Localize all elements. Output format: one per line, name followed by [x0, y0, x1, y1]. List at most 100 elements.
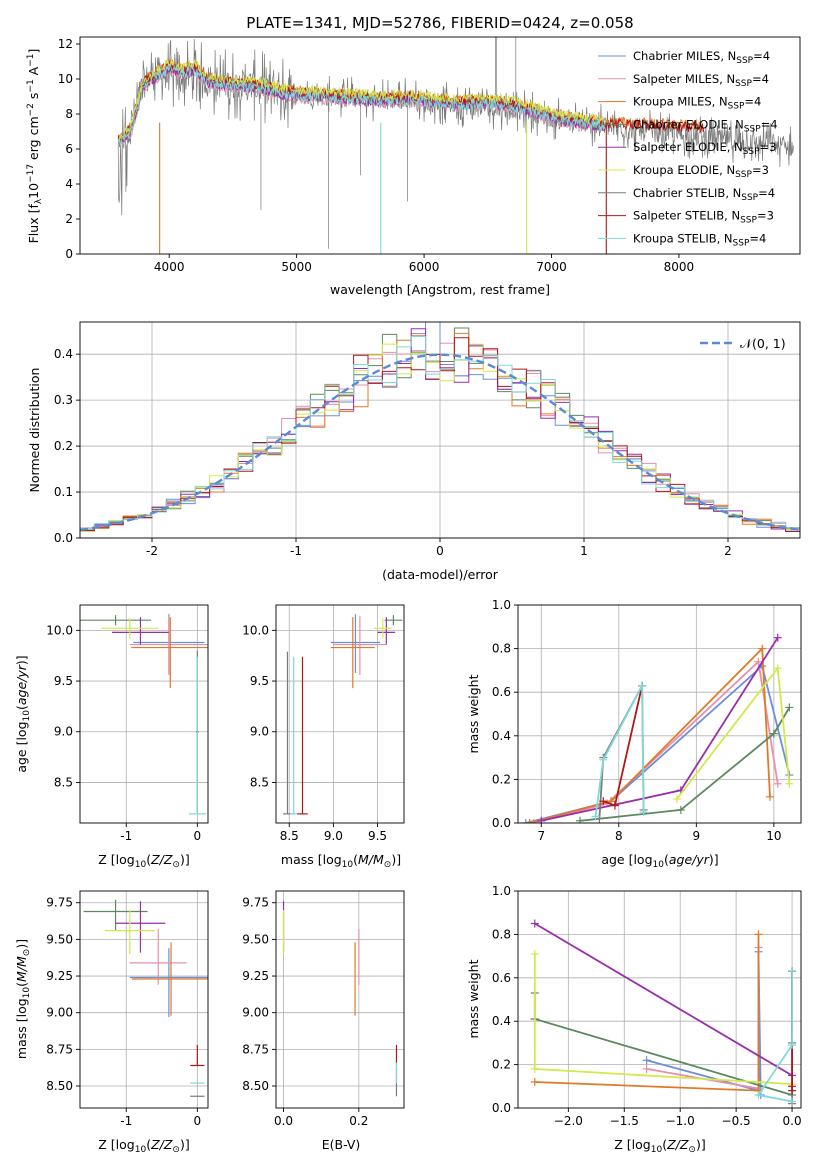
text-span: =3	[760, 140, 777, 154]
y-tick-label: 9.0	[54, 725, 73, 739]
y-tick-label: 9.5	[54, 674, 73, 688]
residual-histogram	[80, 336, 800, 538]
mass-weight-line	[525, 664, 791, 823]
x-tick-label: 5000	[281, 260, 312, 274]
text-span: (	[664, 852, 669, 867]
y-tick-label: 0.4	[492, 729, 511, 743]
text-span: s	[26, 93, 41, 104]
mass-weight-line	[533, 993, 793, 1096]
x-axis-label: age [log10(age/yr)]	[601, 852, 718, 870]
y-tick-label: 0.0	[492, 816, 511, 830]
axes-frame	[517, 604, 802, 824]
x-tick-label: 9.5	[368, 829, 387, 843]
text-span: age/yr	[14, 664, 29, 705]
text-span: Chabrier STELIB, N	[633, 186, 741, 200]
residual-histogram-panel: -2 -1 0 1 2 0.0 0.1 0.2 0.3 0.4 𝒩(0, 1)	[54, 321, 801, 558]
y-tick-label: 4	[65, 177, 73, 191]
text-span: Z/Z	[666, 1137, 689, 1152]
mass-weight-line	[529, 646, 771, 823]
x-tick-label: −1.0	[666, 1114, 695, 1128]
text-span: λ	[34, 198, 44, 204]
x-tick-label: −1.5	[610, 1114, 639, 1128]
text-span: Salpeter ELODIE, N	[633, 140, 743, 154]
x-axis-label: (data-model)/error	[382, 567, 499, 582]
x-tick-label: 0.0	[783, 1114, 802, 1128]
y-tick-label: 0.0	[54, 531, 73, 545]
text-span: 10	[135, 860, 147, 870]
mass-weight-line	[756, 971, 793, 1103]
x-tick-label: 1	[580, 544, 588, 558]
mass-weight-line	[579, 707, 791, 822]
y-tick-label: 0.2	[492, 1058, 511, 1072]
x-tick-label: 0	[194, 829, 202, 843]
y-tick-label: 10	[58, 72, 73, 86]
x-tick-label: 9.0	[324, 829, 343, 843]
plot-area	[80, 322, 800, 538]
y-tick-label: 9.25	[46, 969, 73, 983]
x-tick-label: 10	[766, 829, 781, 843]
text-span: Kroupa MILES, N	[633, 95, 728, 109]
text-span: SSP	[728, 102, 745, 112]
text-span: age/yr	[669, 852, 710, 867]
y-tick-label: 10.0	[46, 623, 73, 637]
y-tick-label: 10.0	[242, 623, 269, 637]
x-tick-label: 6000	[409, 260, 440, 274]
x-axis-label: wavelength [Angstrom, rest frame]	[330, 282, 550, 297]
text-span: Z/Z	[150, 852, 173, 867]
mass-weight-line	[534, 922, 793, 1077]
y-tick-label: 1.0	[492, 598, 511, 612]
text-span: SSP	[733, 238, 750, 248]
model-spectrum-line	[117, 63, 605, 148]
text-span: mass [log	[14, 998, 29, 1059]
text-span: A	[26, 66, 41, 79]
text-span: =3	[752, 163, 769, 177]
text-span: SSP	[735, 79, 752, 89]
x-tick-label: 0	[436, 544, 444, 558]
y-tick-label: 0.0	[492, 1101, 511, 1115]
y-tick-label: 12	[58, 37, 73, 51]
text-span: mass [log	[281, 852, 342, 867]
plot-area	[521, 633, 794, 823]
x-tick-label: −2.0	[554, 1114, 583, 1128]
axes-frame	[79, 321, 801, 539]
x-axis-label: Z [log10(Z/Z⊙)]	[614, 1137, 705, 1155]
text-span: Flux [f	[26, 204, 41, 244]
y-tick-label: 9.75	[242, 896, 269, 910]
text-span: )]	[391, 852, 401, 867]
legend-entry: Salpeter MILES, NSSP=4	[633, 72, 769, 89]
text-span: ⊙	[22, 949, 32, 957]
text-span: 10	[651, 1145, 663, 1155]
y-tick-label: 0.2	[492, 772, 511, 786]
y-tick-label: 8.50	[46, 1079, 73, 1093]
mass-weight-line	[541, 637, 779, 822]
axes-frame	[275, 890, 405, 1109]
y-tick-label: 9.75	[46, 896, 73, 910]
legend-entry: Chabrier MILES, NSSP=4	[633, 49, 770, 66]
text-span: M/M	[358, 852, 384, 867]
x-tick-label: 0	[194, 1114, 202, 1128]
plot-area	[282, 901, 398, 1097]
text-span: ⊙	[172, 860, 180, 870]
text-span: Z [log	[98, 1137, 134, 1152]
x-tick-label: 9	[693, 829, 701, 843]
text-span: 10	[135, 1145, 147, 1155]
legend-entry: Chabrier ELODIE, NSSP=4	[633, 117, 778, 134]
plot-area	[83, 899, 208, 1097]
age-massweight-panel: 7 8 9 10 0.0 0.2 0.4 0.6 0.8 1.0	[492, 598, 802, 843]
text-span: )]	[180, 1137, 190, 1152]
mass-weight-line	[594, 685, 645, 817]
text-span: Kroupa ELODIE, N	[633, 163, 735, 177]
text-span: (0, 1)	[752, 336, 786, 351]
text-span: −1	[26, 79, 36, 92]
text-span: 10	[342, 860, 354, 870]
z-mass-panel: -1 0 8.50 8.75 9.00 9.25 9.50 9.75	[46, 890, 209, 1128]
y-tick-label: 0.4	[54, 347, 73, 361]
text-span: )]	[696, 1137, 706, 1152]
y-tick-label: 8.75	[46, 1042, 73, 1056]
text-span: SSP	[736, 56, 753, 66]
text-span: SSP	[741, 193, 758, 203]
text-span: =4	[753, 49, 770, 63]
z-massweight-panel: −2.0 −1.5 −1.0 −0.5 0.0 0.0 0.2 0.4 0.6 0.8 1.0	[492, 884, 802, 1128]
y-tick-label: 9.5	[250, 674, 269, 688]
